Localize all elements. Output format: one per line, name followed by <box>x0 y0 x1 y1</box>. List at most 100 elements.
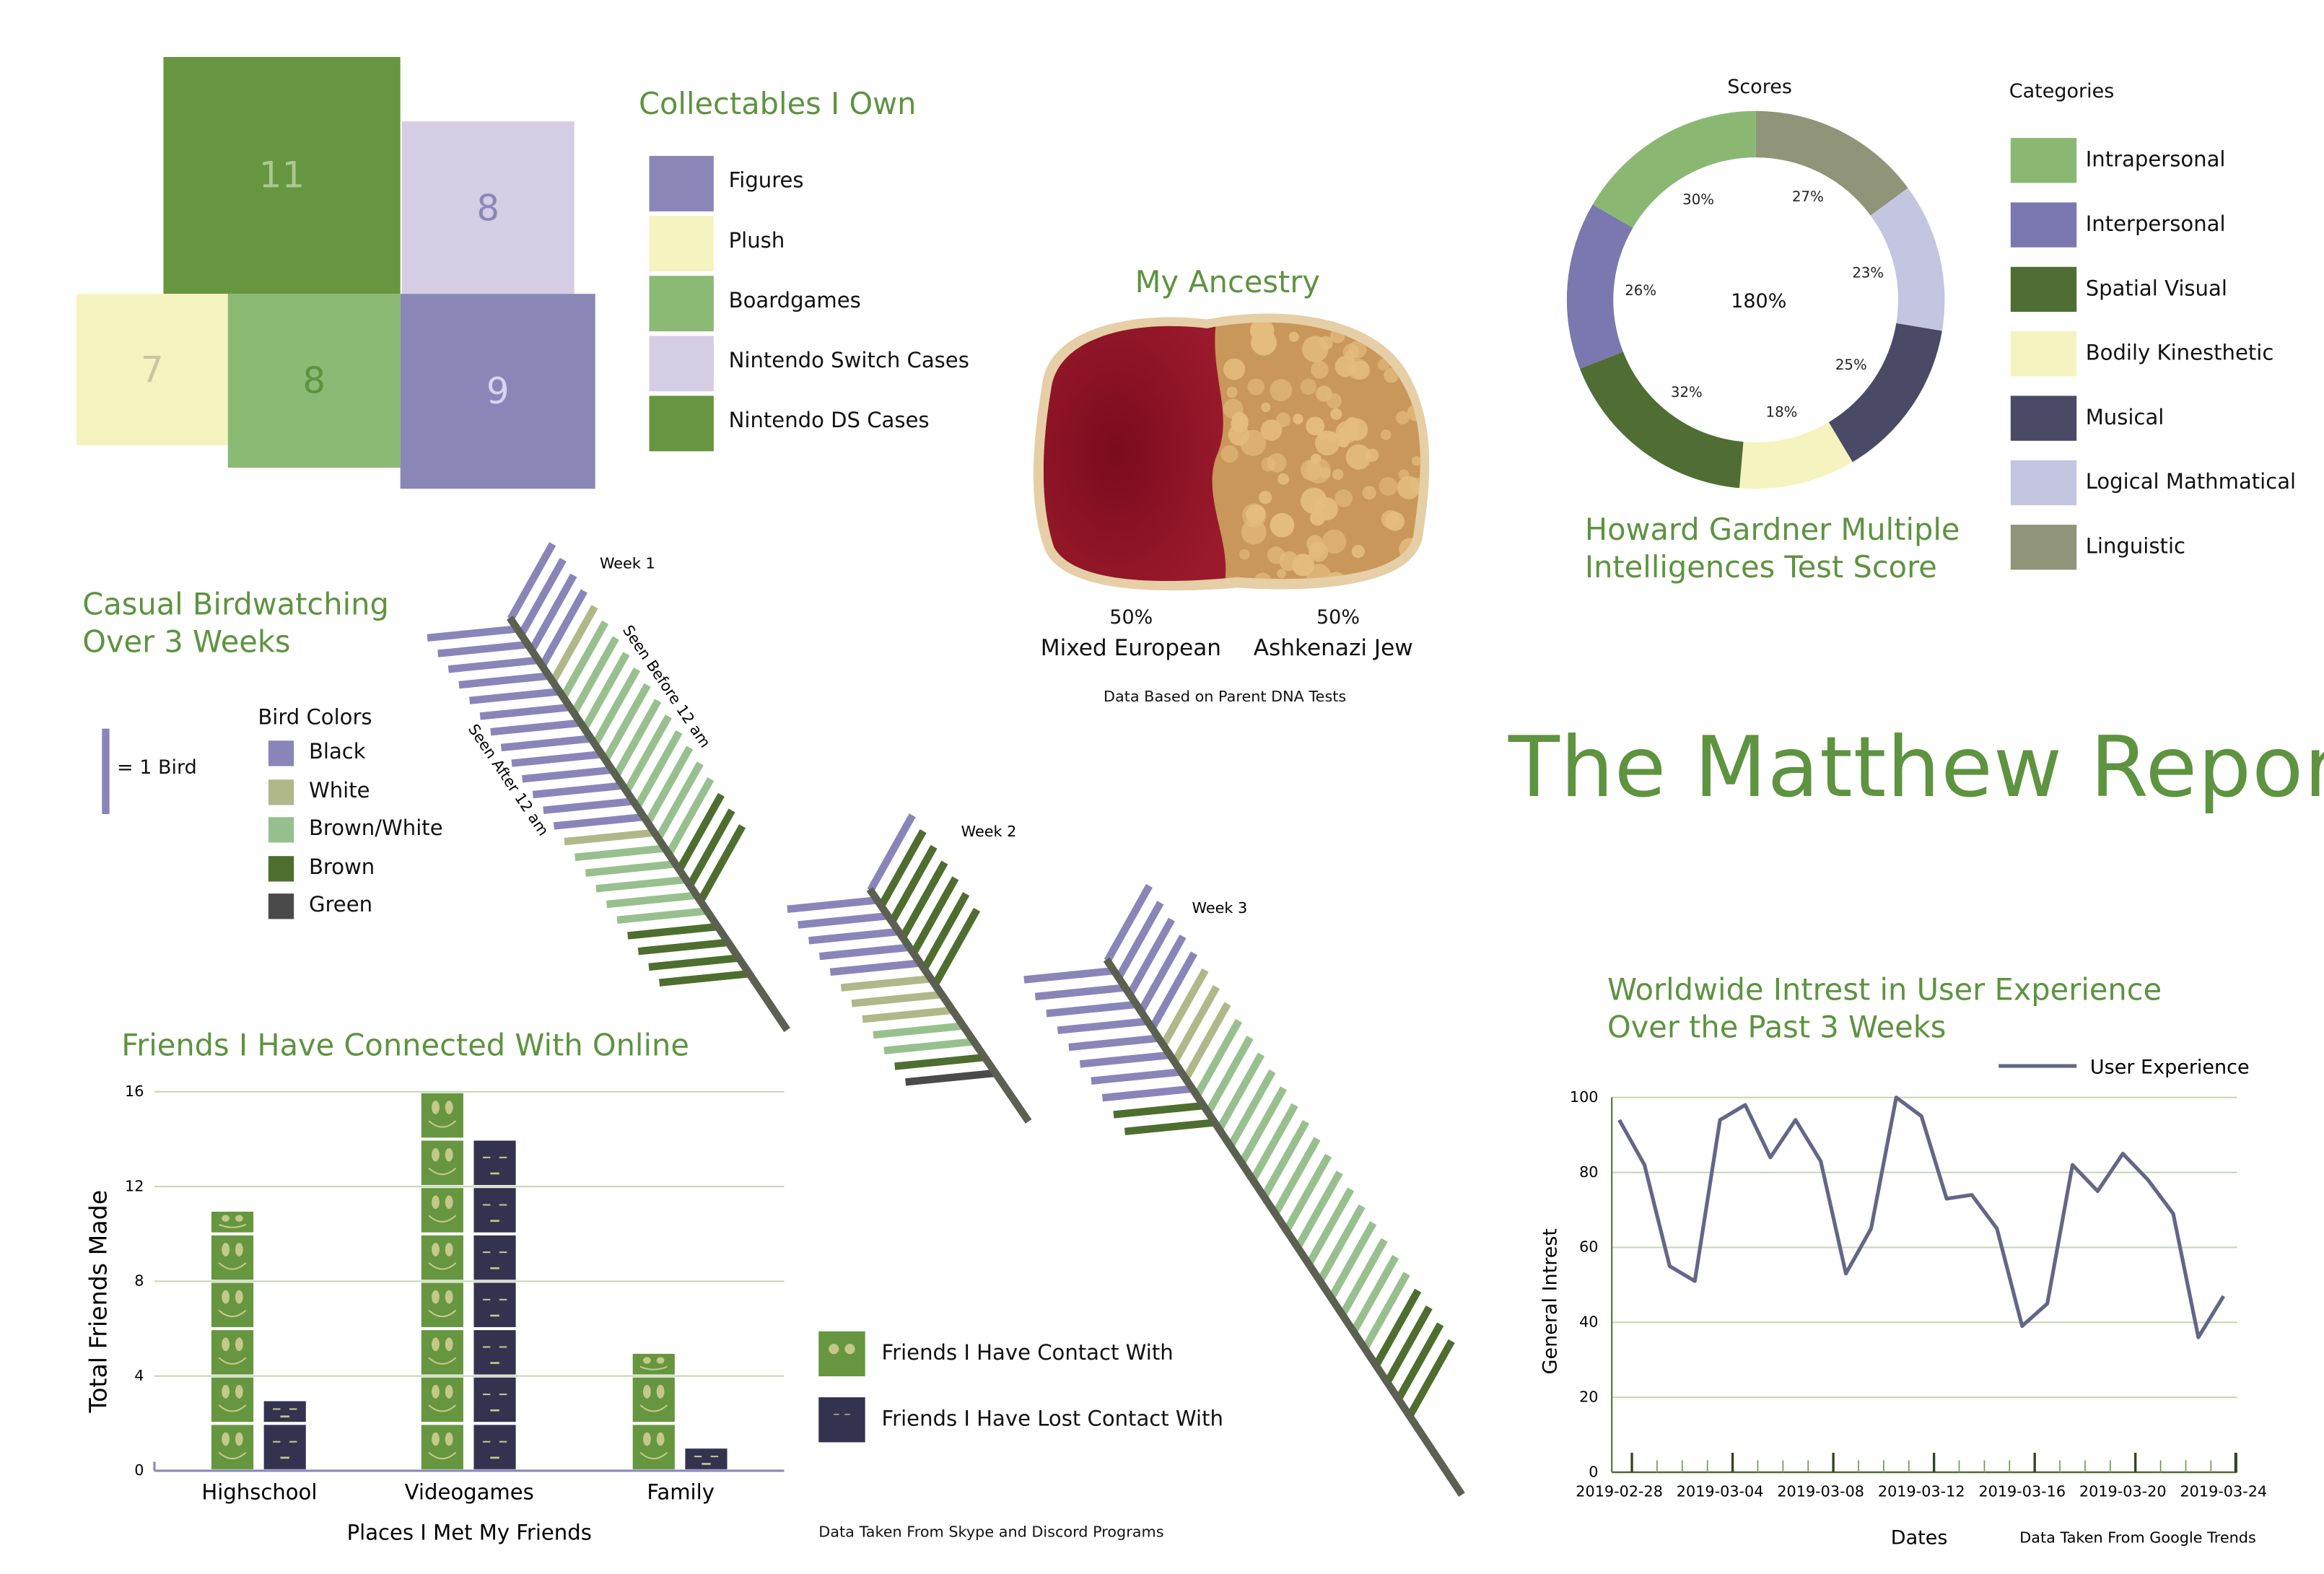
peanut-speck <box>1293 414 1303 424</box>
legend-swatch <box>268 779 294 805</box>
legend-label: Brown/White <box>308 817 443 841</box>
bird-tally-after <box>648 954 740 971</box>
smile-icon <box>218 1223 247 1228</box>
eye-icon <box>445 1243 453 1256</box>
bird-tally-after <box>1068 1034 1160 1051</box>
legend-label: Linguistic <box>2085 535 2186 559</box>
friend-contact-block <box>632 1425 675 1469</box>
block-rect <box>211 1377 254 1422</box>
friend-lost-block <box>473 1377 516 1422</box>
legend-swatch <box>649 216 714 272</box>
bird-tally-after <box>873 1022 964 1039</box>
bird-tally-before <box>1137 934 1187 1013</box>
bird-unit-label: = 1 Bird <box>117 757 197 780</box>
block-rect <box>211 1211 254 1233</box>
bird-tally-before <box>1339 1238 1388 1317</box>
block-rect <box>421 1235 463 1280</box>
bird-tally-before <box>1148 951 1198 1031</box>
y-tick-label: 60 <box>1579 1238 1598 1256</box>
peanut-speck <box>1223 398 1244 419</box>
bird-tally-before <box>1205 1036 1254 1115</box>
bird-tally-before <box>1350 1254 1399 1334</box>
neutral-face-icon: – – <box>818 1397 865 1443</box>
bird-tally-before <box>1294 1171 1343 1250</box>
bird-tally-after <box>1023 966 1114 984</box>
ancestry-label-ashkenazi: Ashkenazi Jew <box>1253 634 1413 662</box>
block-rect <box>421 1330 463 1375</box>
legend-swatch <box>649 336 714 392</box>
bird-tally-before <box>1171 985 1220 1064</box>
ancestry-percent-ashkenazi: 50% <box>1316 607 1360 630</box>
treemap-cell-ds: 11 <box>163 56 401 294</box>
donut-slice-label: 32% <box>1671 384 1703 401</box>
block-rect <box>473 1188 516 1233</box>
bird-tally-after <box>1113 1101 1205 1119</box>
week-label: Week 1 <box>600 554 655 572</box>
friend-contact-block <box>211 1330 254 1375</box>
bird-tally-before <box>696 824 746 904</box>
legend-label: Spatial Visual <box>2085 277 2227 302</box>
donut-slice <box>1592 110 1756 228</box>
block-rect <box>211 1425 254 1469</box>
peanut-speck <box>1270 512 1295 538</box>
peanut-speck <box>1351 545 1365 559</box>
y-tick-label: 40 <box>1579 1313 1598 1331</box>
eye-icon <box>222 1243 230 1256</box>
legend-label: Nintendo Switch Cases <box>728 349 969 374</box>
peanut-speck <box>1261 402 1271 413</box>
bird-tally-before <box>538 589 588 668</box>
donut-slice <box>1755 110 1908 216</box>
legend-label: Nintendo DS Cases <box>728 409 930 434</box>
peanut-speck <box>1254 572 1272 582</box>
smile-icon <box>428 1262 457 1270</box>
legend-swatch <box>2010 525 2077 570</box>
bird-tally-before <box>1182 1002 1231 1081</box>
bird-tally-after <box>532 782 624 799</box>
legend-label: Black <box>308 740 366 765</box>
bird-tally-after <box>808 927 899 945</box>
peanut-speck <box>1306 458 1332 484</box>
week-spine <box>507 615 790 1033</box>
seen-before-label: Seen Before 12 am <box>619 622 714 751</box>
legend-label: Friends I Have Lost Contact With <box>881 1407 1223 1432</box>
block-rect <box>211 1235 254 1280</box>
eye-icon <box>222 1337 230 1352</box>
bird-tally-before <box>1384 1305 1433 1384</box>
peanut-speck <box>1334 489 1353 507</box>
bird-tally-before <box>570 636 619 715</box>
block-rect <box>473 1140 516 1185</box>
peanut-speck <box>1259 491 1272 504</box>
bird-tally-before <box>1215 1052 1265 1132</box>
bird-tally-after <box>1091 1068 1182 1085</box>
peanut-speck <box>1226 386 1238 398</box>
peanut-speck <box>1291 554 1315 577</box>
bird-tally-after <box>1101 1085 1193 1102</box>
smile-icon <box>428 1357 457 1365</box>
friend-lost-block <box>263 1401 306 1422</box>
legend-label: White <box>308 779 370 803</box>
block-rect <box>473 1235 516 1280</box>
bird-tally-before <box>507 542 556 621</box>
eye-icon <box>432 1243 440 1256</box>
donut-slice-label: 30% <box>1682 191 1714 208</box>
block-rect <box>685 1448 728 1469</box>
peanut-speck <box>1379 477 1398 496</box>
smile-icon <box>428 1309 457 1318</box>
eye-icon <box>445 1385 453 1399</box>
friend-lost-block <box>473 1188 516 1233</box>
bird-tally-after <box>1046 1000 1137 1018</box>
bird-tally-after <box>1079 1051 1171 1068</box>
bird-tally-before <box>910 876 959 956</box>
peanut-speck <box>1247 378 1265 395</box>
bird-tally-before <box>591 667 641 746</box>
bird-tally-before <box>581 652 630 731</box>
friend-contact-block <box>211 1377 254 1422</box>
friend-contact-block <box>211 1211 254 1233</box>
friend-contact-block <box>632 1353 675 1375</box>
legend-swatch <box>268 855 294 881</box>
peanut-speck <box>1332 468 1344 481</box>
x-tick-label: Videogames <box>405 1479 534 1504</box>
bird-tally-after <box>616 907 708 924</box>
eye-icon <box>222 1385 230 1399</box>
